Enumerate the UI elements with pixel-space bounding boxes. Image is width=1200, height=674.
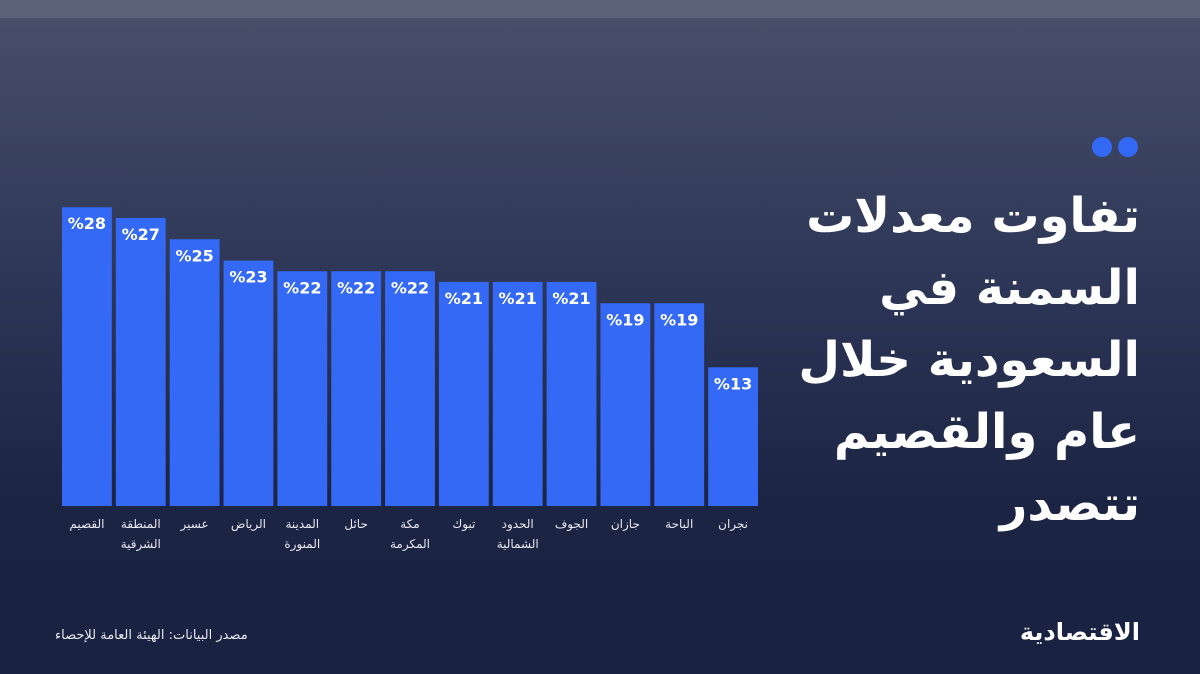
x-tick-label: مكة المكرمة bbox=[389, 517, 430, 551]
bar bbox=[438, 281, 489, 506]
top-band bbox=[0, 0, 1200, 18]
value-label: %19 bbox=[660, 310, 698, 329]
value-label: %22 bbox=[337, 278, 375, 297]
source: مصدر البيانات: الهيئة العامة للإحصاء bbox=[55, 628, 248, 643]
value-label: %25 bbox=[175, 246, 213, 265]
value-label: %22 bbox=[283, 278, 321, 297]
value-label: %27 bbox=[122, 225, 160, 244]
x-tick-label: المدينة المنورة bbox=[284, 517, 321, 551]
value-label: %23 bbox=[229, 268, 267, 287]
bar bbox=[654, 303, 705, 506]
x-tick-label: الجوف bbox=[554, 517, 589, 531]
x-tick-label: جازان bbox=[610, 517, 640, 531]
chart-title: تفاوت معدلات السمنة في السعودية خلال عام… bbox=[798, 188, 1140, 532]
bar bbox=[385, 271, 435, 506]
value-label: %28 bbox=[68, 214, 106, 233]
bar bbox=[223, 260, 274, 506]
value-label: %19 bbox=[606, 310, 644, 329]
logo: الاقتصادية bbox=[1019, 618, 1140, 646]
value-label: %21 bbox=[445, 289, 483, 308]
x-tick-label: المنطقة الشرقية bbox=[120, 517, 161, 551]
value-label: %21 bbox=[499, 289, 537, 308]
bar bbox=[115, 217, 166, 506]
x-tick-label: الرياض bbox=[230, 517, 267, 531]
bar bbox=[62, 207, 112, 507]
value-label: %21 bbox=[552, 289, 590, 308]
value-label: %22 bbox=[391, 278, 429, 297]
bar bbox=[708, 367, 758, 506]
x-tick-label: الحدود الشمالية bbox=[496, 517, 539, 551]
bar bbox=[169, 239, 220, 506]
bar bbox=[600, 303, 651, 506]
x-tick-label: القصيم bbox=[69, 517, 105, 531]
x-tick-label: حائل bbox=[344, 517, 368, 531]
decor-dot bbox=[1092, 137, 1112, 157]
decor-dot bbox=[1118, 137, 1138, 157]
x-tick-label: تبوك bbox=[452, 517, 476, 531]
value-label: %13 bbox=[714, 374, 752, 393]
x-tick-label: عسير bbox=[180, 517, 209, 531]
x-tick-label: نجران bbox=[718, 517, 748, 531]
x-tick-label: الباحة bbox=[665, 517, 694, 531]
bar bbox=[546, 281, 597, 506]
bar bbox=[277, 271, 328, 506]
bar bbox=[492, 281, 543, 506]
bar bbox=[331, 271, 382, 506]
